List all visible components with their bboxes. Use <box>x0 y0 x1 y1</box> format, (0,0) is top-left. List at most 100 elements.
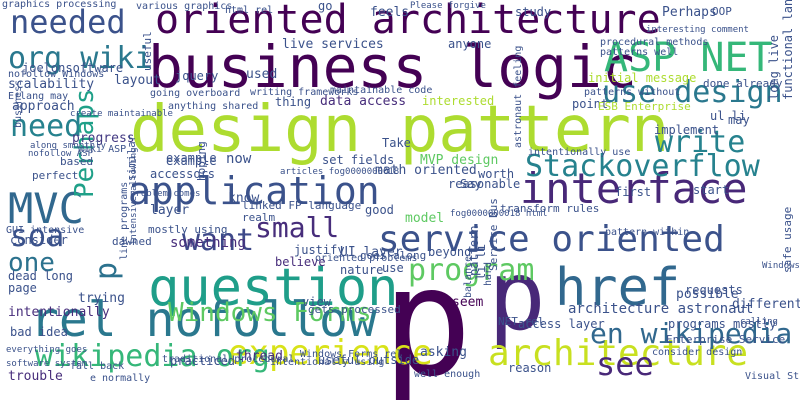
cloud-word: href <box>555 258 681 318</box>
cloud-word: practiced <box>170 354 236 368</box>
cloud-word: consider design <box>652 347 743 358</box>
cloud-word: useful outside <box>318 353 420 367</box>
cloud-word: Take <box>382 136 411 150</box>
cloud-word: Windows_Forms rel <box>300 349 403 360</box>
cloud-word: Service Bus <box>487 198 500 271</box>
cloud-word: thing <box>275 95 312 109</box>
cloud-word: ul li <box>710 109 747 123</box>
cloud-word: nature <box>340 263 384 277</box>
cloud-word: possible <box>676 287 739 302</box>
cloud-word: intensive allowing <box>129 147 139 245</box>
cloud-word: architecture <box>488 333 749 374</box>
cloud-word: small <box>255 211 340 244</box>
cloud-word: intentionally <box>8 305 110 320</box>
cloud-word: going overboard <box>150 88 241 99</box>
cloud-word: gets processed <box>308 303 401 316</box>
cloud-word: initial message <box>588 71 697 85</box>
cloud-word: calling <box>740 317 778 327</box>
cloud-word: goes along <box>360 249 427 262</box>
cloud-word: rel nofollow <box>30 292 377 348</box>
cloud-word: create maintainable <box>70 109 173 119</box>
cloud-word: reason <box>508 361 552 375</box>
cloud-word: first <box>615 185 652 199</box>
cloud-word: page <box>8 281 37 295</box>
cloud-word: fog0000000018 html <box>450 209 548 219</box>
cloud-word: service oriented <box>378 219 725 260</box>
cloud-word: long live <box>767 34 781 100</box>
cloud-word: html rel <box>225 5 274 16</box>
cloud-word: Enterprise Service <box>666 333 786 346</box>
cloud-word: layer <box>150 203 190 218</box>
cloud-word: progress <box>72 131 135 146</box>
cloud-word: something <box>170 235 246 251</box>
cloud-word: access layer <box>518 317 605 331</box>
cloud-word: various graphics <box>136 1 233 12</box>
cloud-word: study <box>515 5 552 19</box>
cloud-word: now <box>226 151 252 167</box>
cloud-word: live services <box>282 37 384 52</box>
cloud-word: jquery <box>175 69 219 83</box>
cloud-word: problem comes <box>130 189 201 199</box>
cloud-word: UI layer <box>340 245 403 260</box>
cloud-word: go <box>318 0 333 13</box>
cloud-word: accessors <box>150 167 216 181</box>
cloud-word: set fields <box>322 153 395 167</box>
cloud-word: oriented problems <box>315 253 418 264</box>
cloud-word: Please forgive <box>410 1 486 11</box>
cloud-word: Stackoverflow <box>525 149 760 184</box>
cloud-word: scalability <box>8 77 95 92</box>
cloud-word: functional language <box>781 0 795 100</box>
cloud-word: worth <box>478 167 515 181</box>
cloud-word: NET rel <box>498 315 545 328</box>
cloud-word: articles fog0000000018 <box>280 167 400 177</box>
cloud-word: Say <box>460 177 482 191</box>
cloud-word: intentionally use <box>528 147 631 158</box>
cloud-word: along smoothly <box>30 141 106 151</box>
cloud-word: reasonable <box>448 177 521 191</box>
cloud-word: nofollow Windows <box>8 69 105 80</box>
cloud-word: want <box>182 223 255 258</box>
cloud-word: feels <box>370 5 410 20</box>
cloud-word: software system <box>6 359 88 369</box>
cloud-word: linked FP language <box>242 199 362 212</box>
cloud-word: transform rules <box>500 202 600 215</box>
cloud-word: nofollow ASP <box>28 149 94 159</box>
cloud-word: anyone <box>448 37 492 51</box>
cloud-word: traditional procedural <box>162 354 295 365</box>
cloud-word: Windows Forms <box>762 261 800 271</box>
cloud-word: thread <box>236 349 283 364</box>
cloud-word: question <box>148 258 399 318</box>
cloud-word: consider <box>10 233 68 247</box>
cloud-word: p <box>89 261 124 280</box>
cloud-word: p <box>382 236 473 400</box>
cloud-word: trouble <box>8 369 63 384</box>
cloud-word: dawned <box>112 235 152 248</box>
cloud-word: application <box>128 169 380 213</box>
cloud-word: see <box>596 345 654 383</box>
cloud-word: different <box>732 297 800 312</box>
cloud-word: intentionally using <box>270 357 385 368</box>
cloud-word: anything shared <box>168 101 259 112</box>
cloud-word: p <box>488 240 546 352</box>
cloud-word: org wiki <box>8 41 153 76</box>
cloud-word: e normally <box>90 373 151 384</box>
cloud-word: believe <box>275 255 326 269</box>
cloud-word: writing frameworks <box>250 87 359 98</box>
cloud-word: ESB Enterprise <box>598 100 691 113</box>
cloud-word: approach <box>12 99 75 114</box>
cloud-word: everything goes <box>6 345 88 355</box>
cloud-word: Windows Forms <box>168 298 372 328</box>
cloud-word: hoping <box>195 141 208 181</box>
cloud-word: design pattern <box>130 93 670 167</box>
cloud-word: maintainable code <box>330 85 433 96</box>
cloud-word: beyond <box>428 245 472 259</box>
cloud-word: procedural methods <box>600 37 709 48</box>
cloud-word: asking <box>420 345 467 360</box>
cloud-word: patterns well <box>600 47 679 58</box>
cloud-word: perfect <box>32 169 79 182</box>
cloud-word: use <box>382 261 404 275</box>
cloud-word: program <box>408 253 535 288</box>
cloud-word: based <box>60 155 94 168</box>
cloud-word: wiki ASP <box>78 144 127 155</box>
